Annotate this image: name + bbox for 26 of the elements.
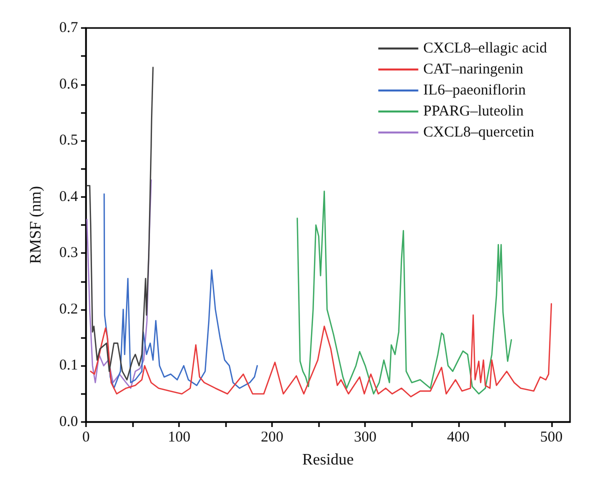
x-tick-label: 400 <box>447 430 470 446</box>
x-tick-label: 200 <box>260 430 284 446</box>
y-tick-label: 0.6 <box>59 76 78 92</box>
legend-label: PPARG–luteolin <box>423 104 524 120</box>
x-tick-label: 300 <box>354 430 376 446</box>
legend-label: IL6–paeoniflorin <box>423 82 526 98</box>
line-series <box>86 179 152 389</box>
x-tick-label: 0 <box>82 430 90 446</box>
line-series <box>104 193 258 389</box>
y-tick-label: 0.1 <box>59 358 78 374</box>
line-series <box>86 66 154 380</box>
y-tick-label: 0.3 <box>59 245 78 262</box>
y-axis-title: RMSF (nm) <box>28 186 44 264</box>
line-series <box>296 190 512 395</box>
x-axis-title: Residue <box>302 452 354 468</box>
legend-label: CAT–naringenin <box>423 62 524 78</box>
x-tick-label: 500 <box>540 430 563 446</box>
y-tick-label: 0.2 <box>59 301 78 318</box>
y-tick-label: 0.5 <box>59 132 78 149</box>
x-tick-label: 100 <box>168 430 190 446</box>
line-series <box>90 303 552 398</box>
y-tick-label: 0.4 <box>59 188 78 205</box>
legend-label: CXCL8–ellagic acid <box>423 40 548 56</box>
y-tick-label: 0.7 <box>59 20 78 36</box>
legend-label: CXCL8–quercetin <box>423 124 535 140</box>
text: 0.0 <box>59 414 78 430</box>
